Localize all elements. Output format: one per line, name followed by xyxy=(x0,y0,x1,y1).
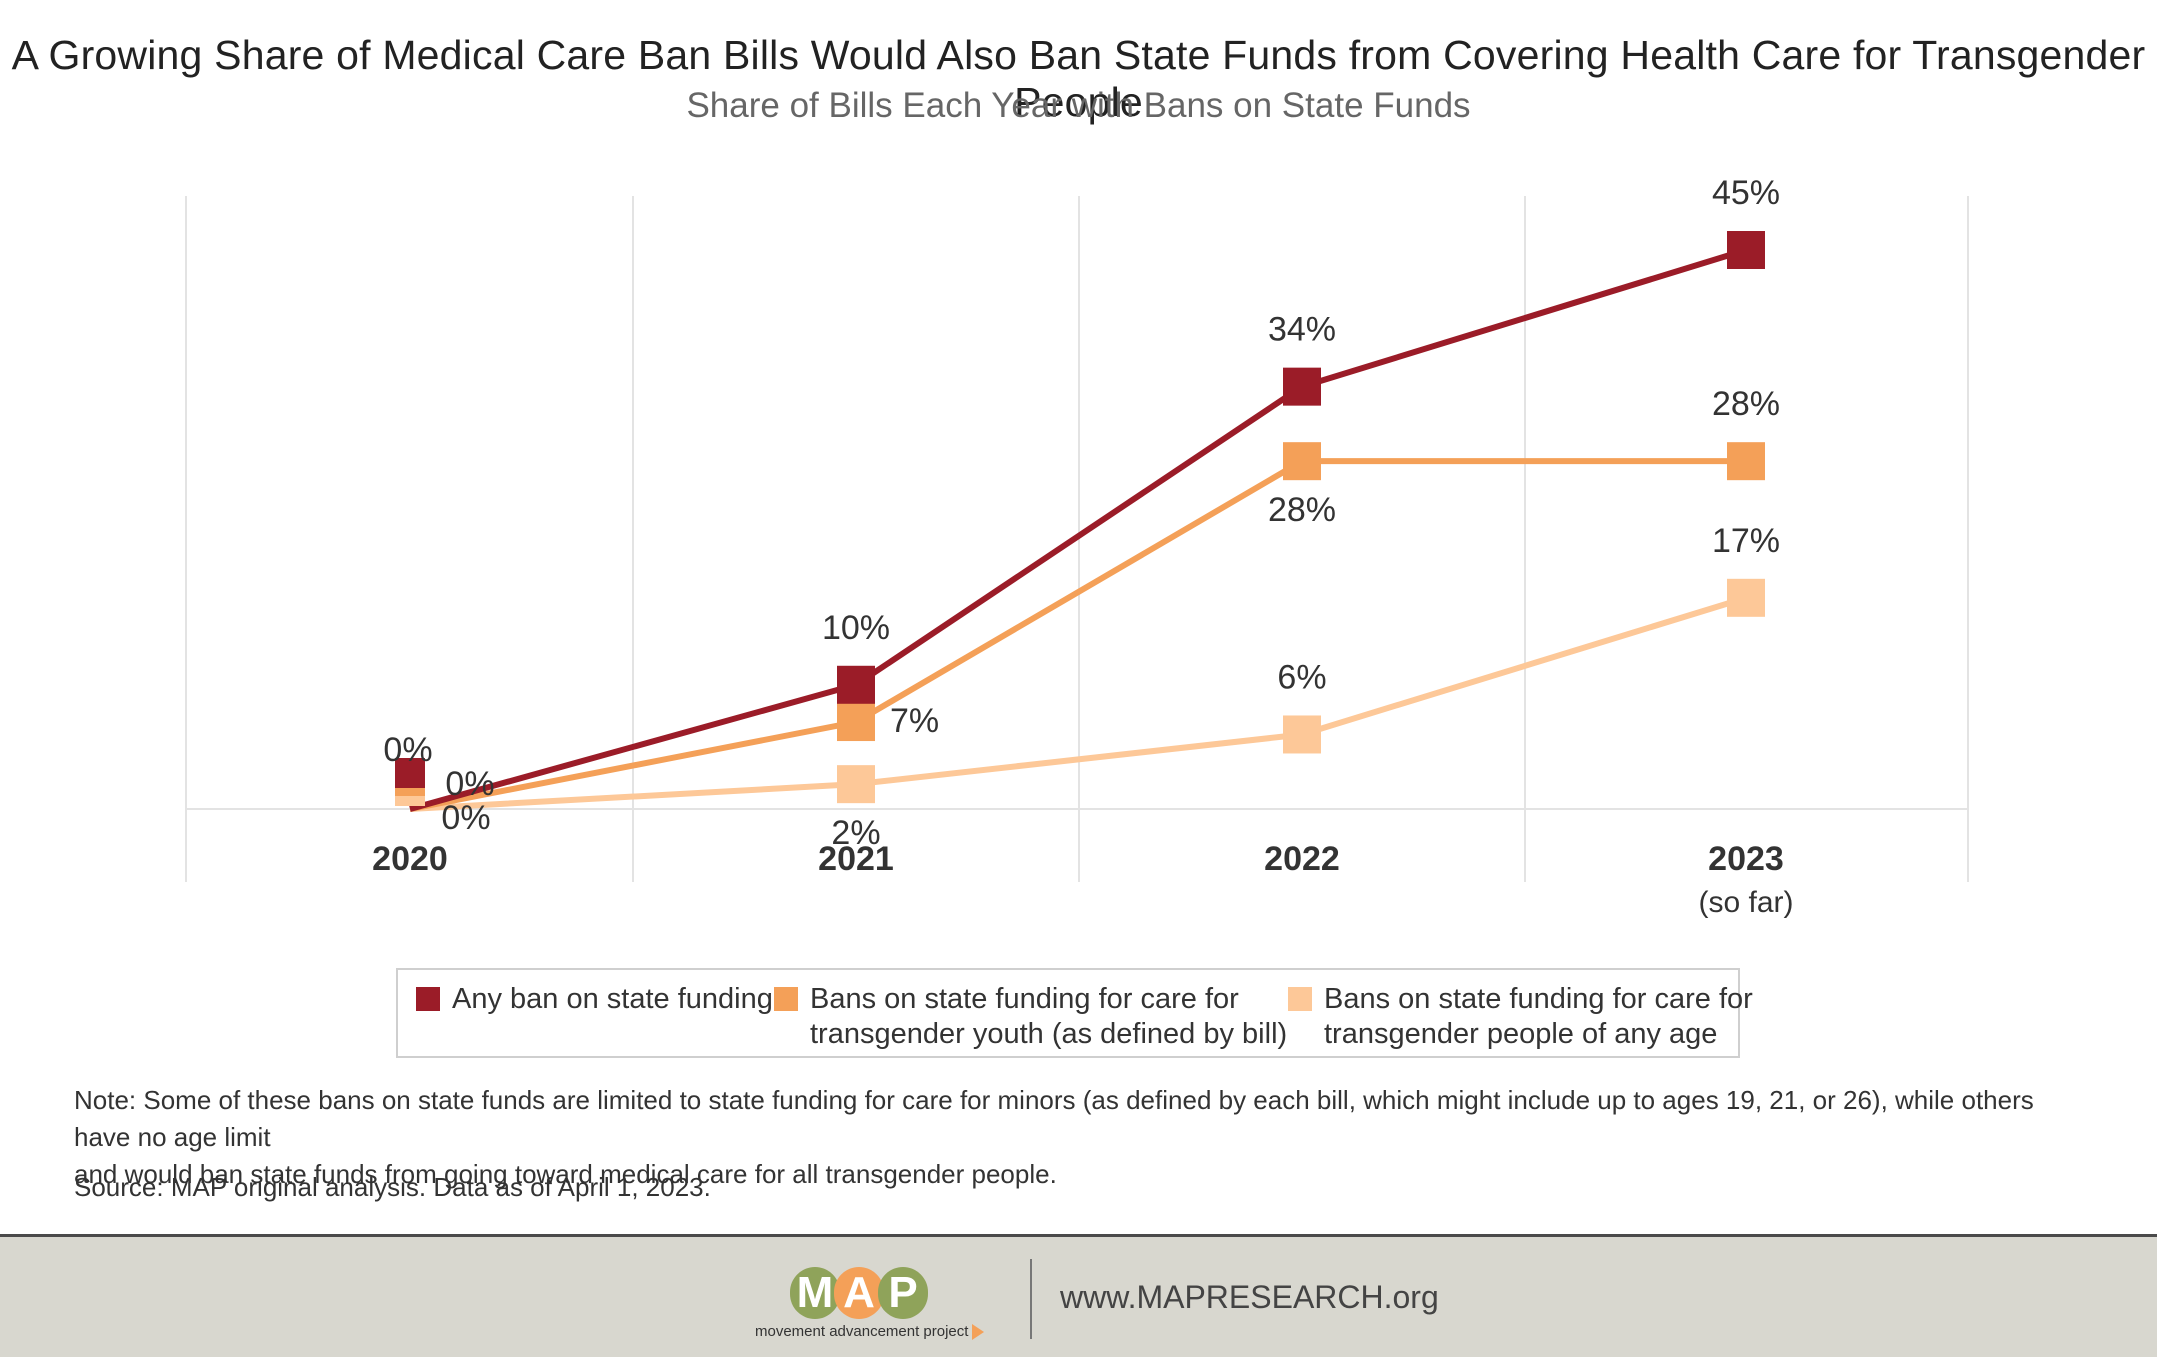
legend-label-any-age: Bans on state funding for care for trans… xyxy=(1324,983,1753,1050)
x-tick-sublabel-2023: (so far) xyxy=(1698,886,1793,919)
chart-source: Source: MAP original analysis. Data as o… xyxy=(74,1172,711,1202)
data-label-s2-p2: 6% xyxy=(1277,658,1326,696)
marker-s1-p3 xyxy=(1727,442,1765,481)
data-label-s1-p0: 0% xyxy=(445,765,494,803)
logo-letter-m: M xyxy=(790,1267,840,1319)
x-tick-2022: 2022 xyxy=(1264,840,1340,878)
x-tick-2020: 2020 xyxy=(372,840,448,878)
data-label-s0-p3: 45% xyxy=(1712,174,1780,212)
chart-subtitle: Share of Bills Each Year with Bans on St… xyxy=(686,86,1471,125)
line-chart: 0%10%34%45%0%7%28%28%0% 2%6%17% 2020 2021 2… xyxy=(185,174,1969,919)
data-label-s0-p2: 34% xyxy=(1268,311,1336,349)
point-labels: 0% 10% 34% 45% 0% 7% 28% 28% 0% 2% 6% 17% xyxy=(383,174,1780,852)
data-label-s2-p1: 2% xyxy=(831,814,880,852)
chart-grid xyxy=(185,196,1969,882)
marker-s0-p0 xyxy=(395,758,425,788)
marker-s1-p2 xyxy=(1283,442,1321,481)
data-label-s1-p1: 7% xyxy=(890,702,939,740)
data-label-s0-p1: 10% xyxy=(822,609,890,647)
marker-s2-p2 xyxy=(1283,715,1321,754)
logo-tagline: movement advancement project xyxy=(755,1323,985,1341)
map-logo[interactable]: M A P movement advancement project xyxy=(755,1267,990,1347)
logo-letter-a: A xyxy=(834,1267,884,1319)
series-line-2 xyxy=(409,594,1747,812)
legend-label-youth: Bans on state funding for care for trans… xyxy=(810,983,1288,1050)
series-line-0 xyxy=(409,247,1747,812)
series-line-1 xyxy=(409,458,1746,812)
legend-swatch-any-age xyxy=(1288,987,1312,1011)
marker-s0-p3 xyxy=(1727,231,1765,269)
arrow-icon xyxy=(972,1324,985,1341)
marker-s0-p1 xyxy=(837,665,875,704)
footer-divider xyxy=(1030,1259,1032,1339)
x-axis-ticks: 2020 2021 2022 2023 (so far) xyxy=(372,840,1793,919)
series-lines xyxy=(409,247,1747,812)
data-label-s1-p2: 28% xyxy=(1268,491,1336,529)
legend-swatch-youth xyxy=(774,987,798,1011)
footer-url-link[interactable]: www.MAPRESEARCH.org xyxy=(1060,1279,1439,1315)
footer-bar: M A P movement advancement project www.M… xyxy=(0,1234,2157,1357)
marker-s1-p1 xyxy=(837,703,875,742)
data-label-s0-p0: 0% xyxy=(383,731,432,769)
chart-legend: Any ban on state funding Bans on state f… xyxy=(396,968,1753,1058)
data-label-s1-p3: 28% xyxy=(1712,385,1780,423)
x-tick-2023: 2023 xyxy=(1708,840,1784,878)
marker-s2-p1 xyxy=(837,765,875,804)
legend-label-any-ban: Any ban on state funding xyxy=(452,983,773,1015)
marker-s2-p3 xyxy=(1727,578,1765,617)
data-label-s2-p3: 17% xyxy=(1712,522,1780,560)
chart-note: Note: Some of these bans on state funds … xyxy=(74,1085,2034,1189)
data-label-s2-p0: 0% xyxy=(441,799,490,837)
legend-swatch-any-ban xyxy=(416,987,440,1011)
series-markers xyxy=(395,231,1765,806)
logo-letter-p: P xyxy=(878,1267,928,1319)
x-tick-2021: 2021 xyxy=(818,840,894,878)
marker-s0-p2 xyxy=(1283,367,1321,406)
chart-title: A Growing Share of Medical Care Ban Bill… xyxy=(11,32,2146,125)
